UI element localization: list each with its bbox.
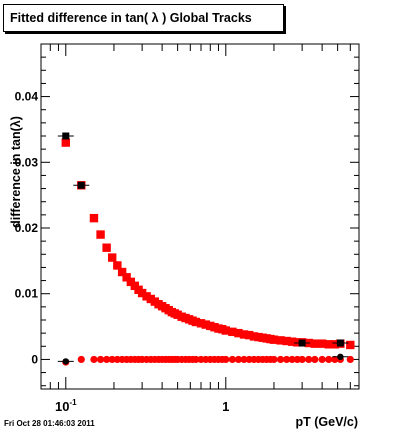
x-tick-label-base: 1 — [222, 399, 229, 414]
data-point-circle — [318, 355, 326, 364]
data-point-square — [234, 328, 243, 338]
y-tick-label: 0 — [31, 352, 38, 366]
data-point-square — [206, 321, 215, 331]
data-point-square — [249, 332, 259, 341]
data-point-square — [293, 338, 302, 347]
x-tick-label-exponent: -1 — [69, 398, 77, 407]
data-point-circle — [90, 355, 98, 364]
data-point-circle — [222, 355, 230, 364]
data-point-circle — [331, 355, 339, 364]
data-point-square — [287, 337, 297, 346]
x-axis-ticks: 10-1 1 — [40, 44, 351, 414]
data-point-square — [244, 330, 254, 340]
chart-title: Fitted difference in tan( λ ) Global Tra… — [10, 11, 252, 25]
data-point-square — [77, 181, 85, 189]
data-point-circle — [103, 355, 111, 364]
data-point-circle — [305, 355, 313, 364]
data-point-circle — [337, 353, 344, 360]
data-point-square — [102, 243, 111, 252]
y-tick-label: 0.02 — [15, 221, 39, 235]
data-point-square — [113, 261, 122, 270]
data-point-square — [142, 292, 151, 301]
data-point-circle — [228, 355, 237, 364]
x-tick-label: 1 — [222, 399, 229, 414]
y-tick-label: 0.01 — [15, 287, 39, 301]
data-point-square — [282, 336, 291, 346]
data-point-circle — [192, 355, 200, 364]
y-tick-label: 0.04 — [15, 90, 39, 104]
data-point-square — [269, 335, 279, 344]
data-point-square — [298, 339, 306, 347]
data-point-circle — [77, 355, 85, 364]
data-point-circle — [240, 355, 248, 364]
y-axis-ticks: 0 0.01 0.02 0.03 0.04 — [15, 43, 359, 387]
data-point-circle — [96, 355, 105, 364]
data-point-circle — [325, 355, 333, 364]
data-point-square — [254, 332, 263, 342]
data-point-square — [196, 319, 206, 328]
data-point-circle — [346, 355, 354, 364]
data-point-square — [324, 340, 333, 349]
x-tick-label: 10-1 — [55, 398, 77, 414]
y-axis-label: difference in tan(λ) — [9, 116, 23, 228]
data-point-square — [191, 317, 201, 327]
data-point-square — [221, 326, 230, 335]
data-markers — [57, 132, 355, 366]
x-axis-label: pT (GeV/c) — [295, 415, 358, 429]
x-tick-label-base: 10 — [55, 399, 69, 414]
data-point-square — [201, 320, 211, 329]
data-point-square — [107, 253, 117, 262]
data-point-square — [239, 330, 249, 339]
data-point-circle — [108, 355, 116, 364]
data-point-square — [346, 340, 355, 350]
data-point-square — [137, 288, 147, 298]
data-point-square — [310, 339, 320, 348]
data-point-circle — [298, 355, 306, 364]
title-box: Fitted difference in tan( λ ) Global Tra… — [3, 4, 284, 32]
plot-frame — [40, 43, 360, 390]
data-point-square — [336, 339, 344, 347]
data-point-square — [317, 339, 327, 348]
data-point-square — [117, 267, 127, 277]
data-point-circle — [270, 355, 278, 364]
data-point-square — [122, 273, 131, 282]
data-point-square — [61, 138, 70, 147]
data-point-circle — [288, 355, 296, 364]
data-point-square — [89, 213, 99, 223]
data-point-circle — [234, 355, 243, 364]
data-point-square — [62, 132, 70, 140]
data-point-circle — [62, 358, 69, 365]
y-tick-label: 0.03 — [15, 155, 39, 169]
data-point-circle — [283, 355, 291, 364]
data-point-square — [276, 336, 285, 345]
data-point-square — [228, 327, 237, 337]
data-point-circle — [276, 355, 285, 364]
data-point-circle — [311, 355, 319, 364]
data-point-square — [96, 230, 105, 239]
footer-timestamp: Fri Oct 28 01:46:03 2011 — [4, 419, 95, 428]
data-point-square — [330, 340, 339, 349]
